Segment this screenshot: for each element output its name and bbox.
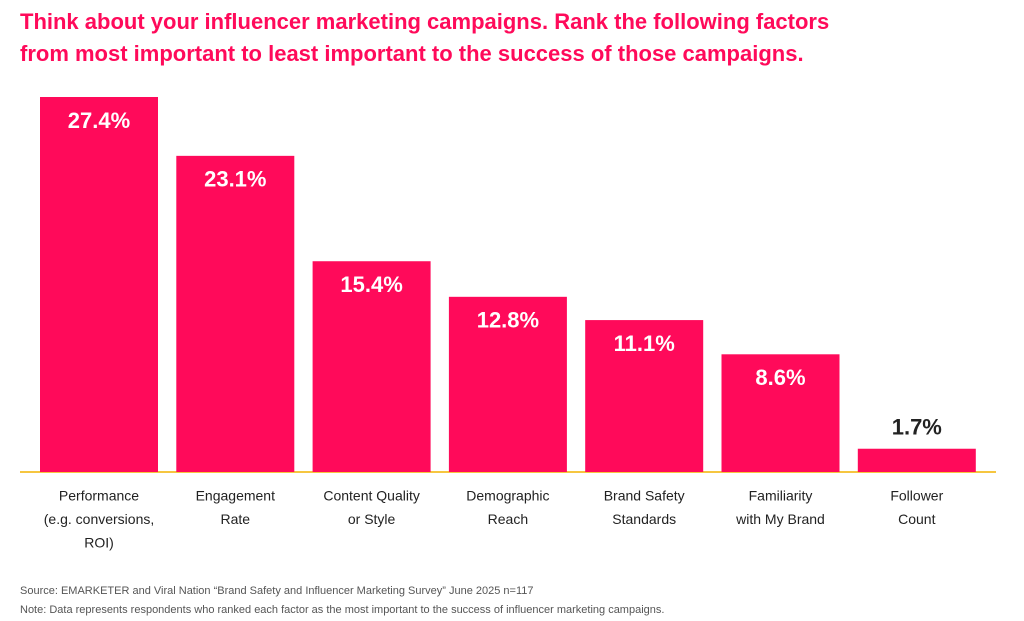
x-tick-label: Brand Safety <box>604 488 685 504</box>
chart-title: Think about your influencer marketing ca… <box>20 9 829 34</box>
value-label: 27.4% <box>68 108 130 133</box>
x-tick-label: (e.g. conversions, <box>44 511 155 527</box>
value-label: 15.4% <box>340 272 402 297</box>
bar <box>448 296 567 472</box>
bar <box>857 448 976 472</box>
value-label: 11.1% <box>614 331 675 356</box>
note: Note: Data represents respondents who ra… <box>20 604 664 616</box>
source: Source: EMARKETER and Viral Nation “Bran… <box>20 585 534 597</box>
x-tick-label: Content Quality <box>323 488 420 504</box>
value-label: 23.1% <box>204 167 266 192</box>
x-tick-label: Demographic <box>466 488 549 504</box>
x-tick-label: or Style <box>348 511 396 527</box>
bar <box>176 155 295 472</box>
x-tick-label: Reach <box>488 511 528 527</box>
chart-title: from most important to least important t… <box>20 41 804 66</box>
bar <box>312 261 431 472</box>
value-label: 8.6% <box>755 365 805 390</box>
x-tick-label: Follower <box>890 488 943 504</box>
x-tick-label: ROI) <box>84 535 114 551</box>
value-label: 12.8% <box>477 308 539 333</box>
bar <box>585 320 704 472</box>
x-tick-label: Familiarity <box>749 488 813 504</box>
bar <box>721 354 840 472</box>
x-tick-label: with My Brand <box>735 511 825 527</box>
x-tick-label: Standards <box>612 511 676 527</box>
x-tick-label: Engagement <box>196 488 276 504</box>
bar <box>40 97 158 472</box>
value-label: 1.7% <box>892 415 942 440</box>
x-tick-label: Count <box>898 511 935 527</box>
x-tick-label: Rate <box>221 511 251 527</box>
x-tick-label: Performance <box>59 488 139 504</box>
